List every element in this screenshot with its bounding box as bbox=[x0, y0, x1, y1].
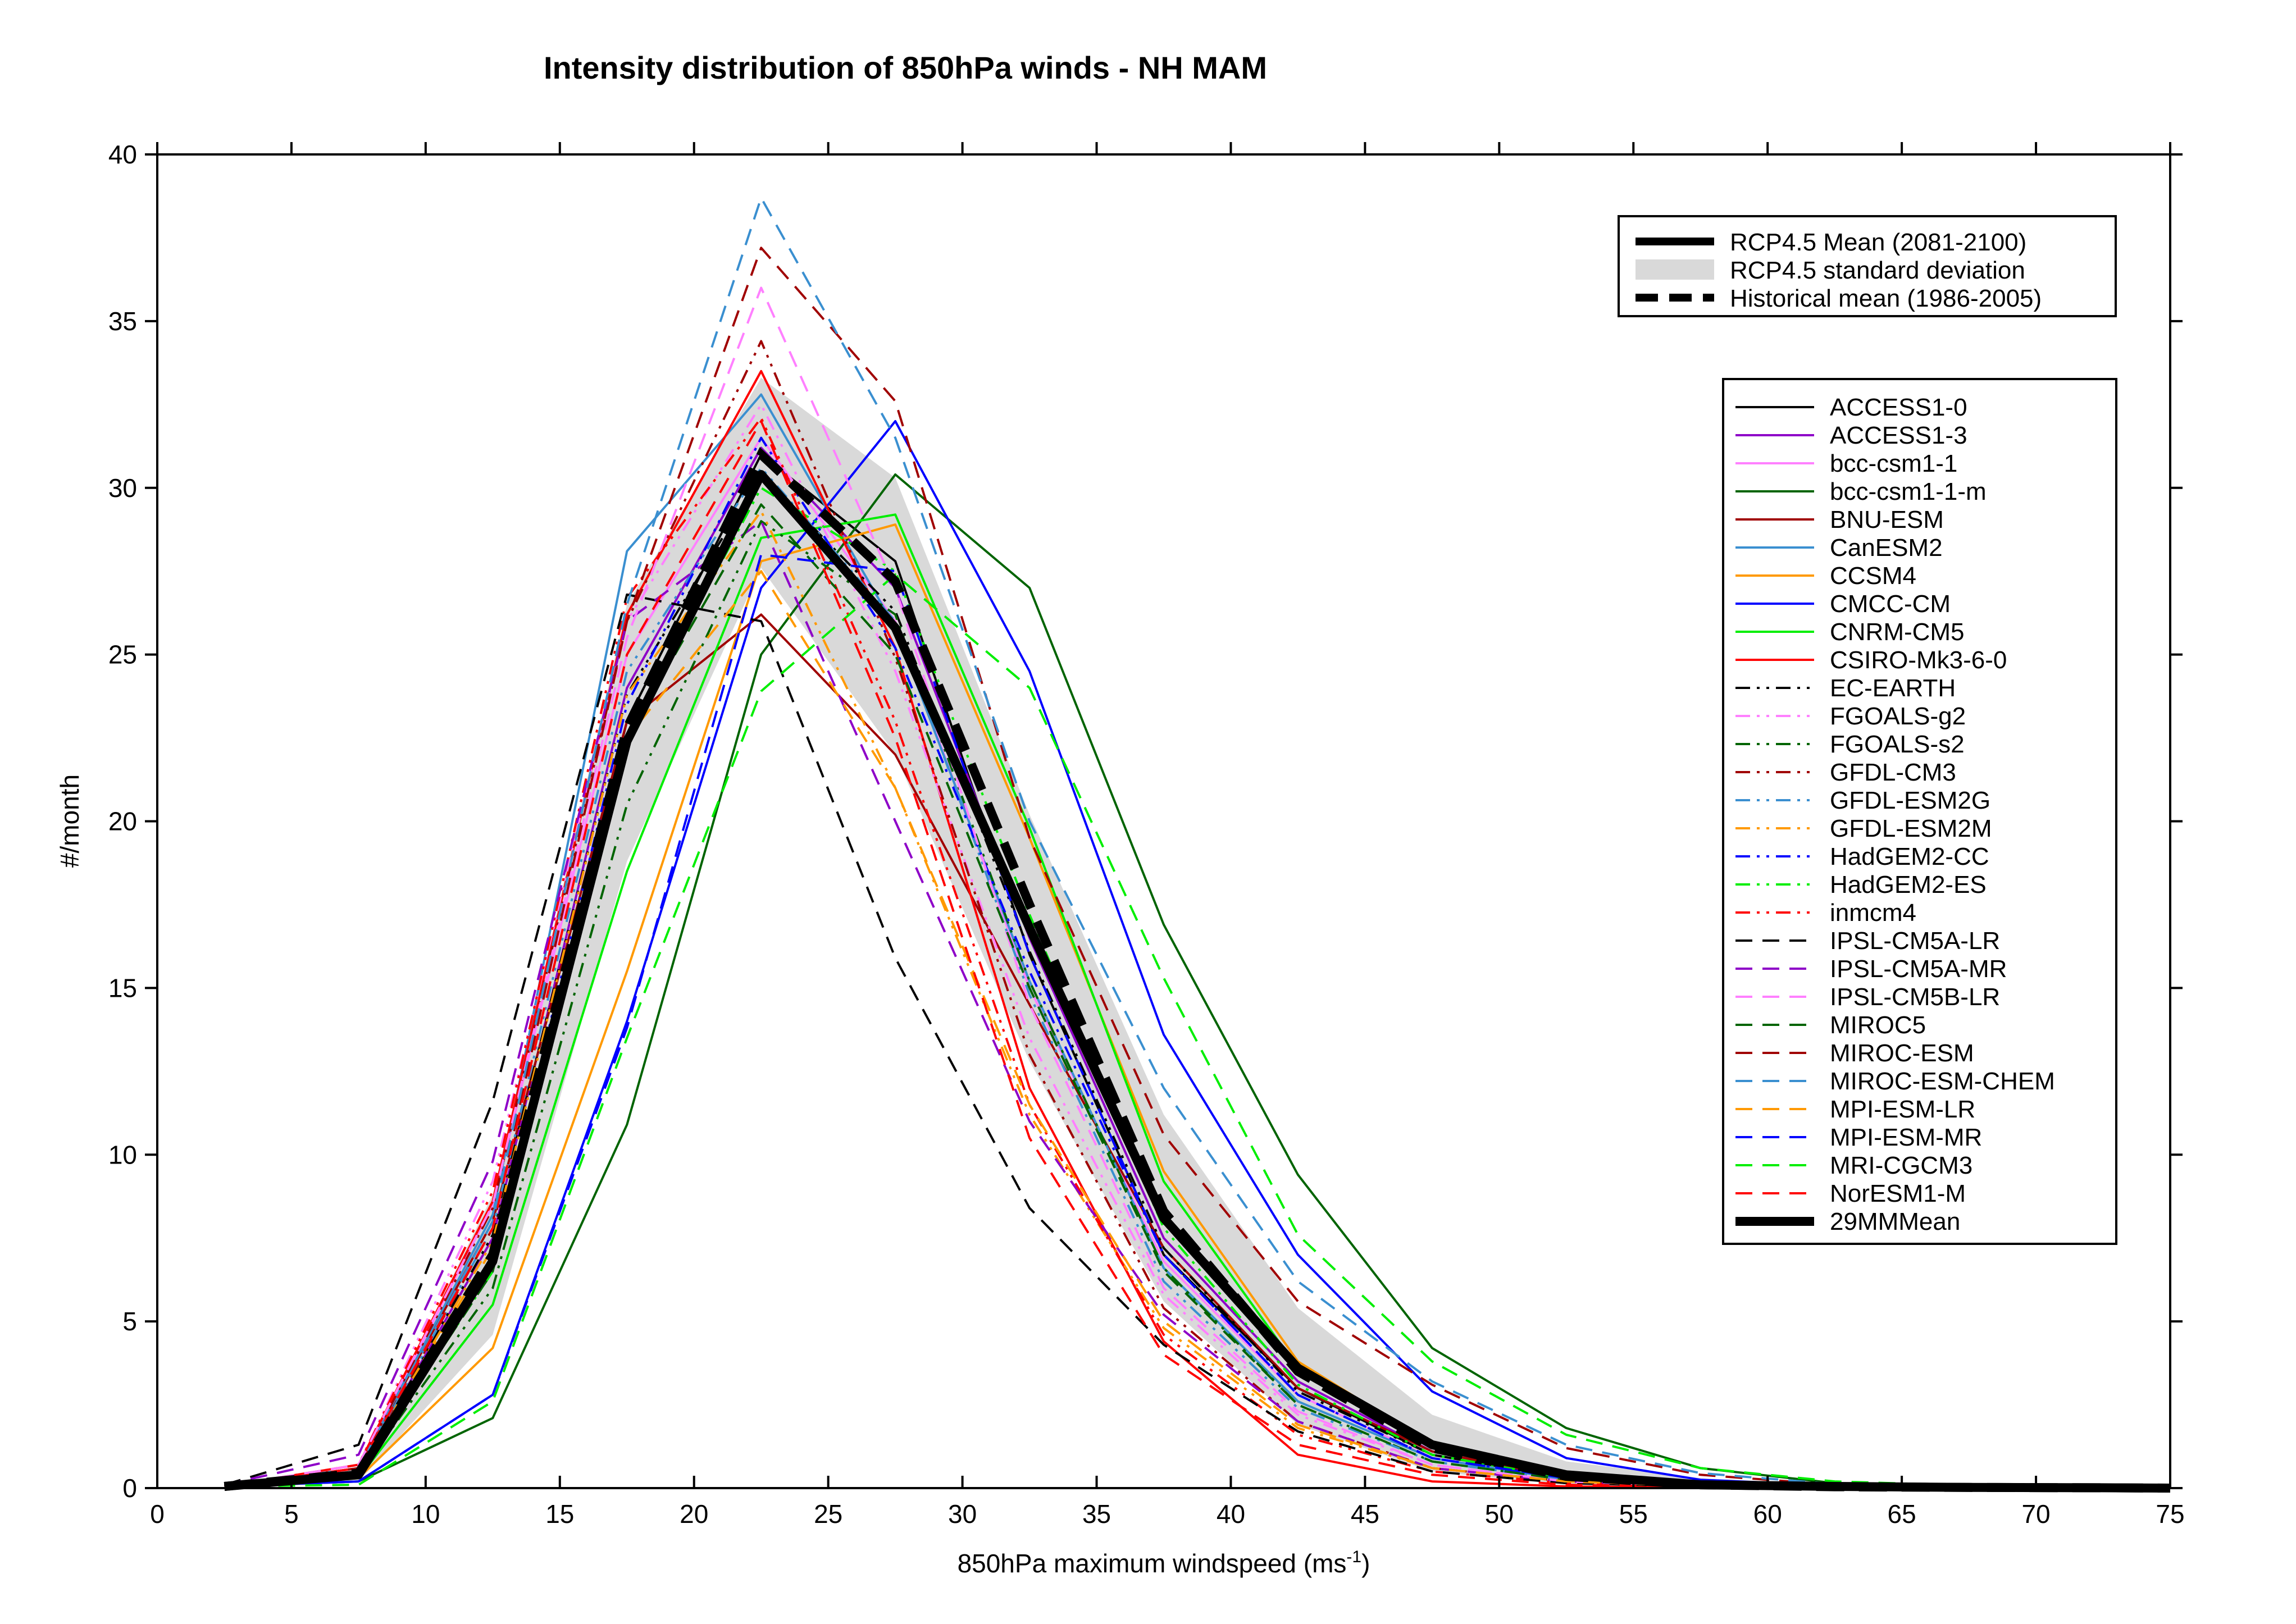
y-tick-label: 25 bbox=[108, 640, 137, 669]
y-axis-label: #/month bbox=[55, 774, 84, 868]
model-legend-label: MIROC5 bbox=[1830, 1011, 1926, 1039]
chart-title: Intensity distribution of 850hPa winds -… bbox=[544, 50, 1267, 85]
model-legend-label: MRI-CGCM3 bbox=[1830, 1152, 1972, 1179]
x-tick-label: 35 bbox=[1082, 1499, 1111, 1529]
y-tick-label: 20 bbox=[108, 807, 137, 836]
model-legend-label: HadGEM2-CC bbox=[1830, 843, 1989, 870]
model-legend-label: IPSL-CM5A-MR bbox=[1830, 955, 2007, 983]
y-tick-label: 40 bbox=[108, 140, 137, 169]
x-tick-label: 45 bbox=[1351, 1499, 1379, 1529]
summary-legend-label: Historical mean (1986-2005) bbox=[1730, 285, 2042, 312]
x-tick-label: 20 bbox=[680, 1499, 708, 1529]
series-line-gfdl-esm2g bbox=[224, 467, 2170, 1489]
x-axis-label-superscript: -1 bbox=[1346, 1548, 1361, 1566]
x-tick-label: 65 bbox=[1888, 1499, 1916, 1529]
y-tick-label: 10 bbox=[108, 1140, 137, 1169]
model-legend-label: BNU-ESM bbox=[1830, 506, 1944, 533]
x-axis-label-main: 850hPa maximum windspeed (ms bbox=[958, 1549, 1347, 1578]
y-tick-label: 15 bbox=[108, 973, 137, 1002]
x-tick-label: 30 bbox=[948, 1499, 977, 1529]
y-tick-label: 30 bbox=[108, 473, 137, 503]
y-tick-label: 5 bbox=[122, 1307, 137, 1336]
model-legend-label: inmcm4 bbox=[1830, 899, 1916, 927]
summary-legend-label: RCP4.5 Mean (2081-2100) bbox=[1730, 229, 2026, 256]
series-line-mri-cgcm3 bbox=[224, 573, 2171, 1489]
x-tick-label: 0 bbox=[150, 1499, 165, 1529]
model-legend-label: EC-EARTH bbox=[1830, 674, 1956, 702]
model-legend-label: NorESM1-M bbox=[1830, 1180, 1966, 1207]
model-legend-label: GFDL-ESM2M bbox=[1830, 815, 1992, 842]
model-legend-label: ACCESS1-0 bbox=[1830, 394, 1967, 421]
y-tick-label: 35 bbox=[108, 307, 137, 336]
summary-legend-swatch bbox=[1636, 259, 1714, 280]
model-legend-label: bcc-csm1-1 bbox=[1830, 450, 1957, 477]
model-legend-label: bcc-csm1-1-m bbox=[1830, 478, 1987, 505]
x-axis-label: 850hPa maximum windspeed (ms-1) bbox=[958, 1548, 1370, 1578]
model-legend-label: CCSM4 bbox=[1830, 562, 1916, 590]
model-legend-label: IPSL-CM5B-LR bbox=[1830, 983, 2000, 1011]
y-tick-label: 0 bbox=[122, 1474, 137, 1503]
x-tick-label: 40 bbox=[1217, 1499, 1245, 1529]
x-tick-label: 75 bbox=[2156, 1499, 2184, 1529]
x-tick-label: 25 bbox=[814, 1499, 842, 1529]
model-legend-label: GFDL-CM3 bbox=[1830, 759, 1956, 786]
model-legend-box bbox=[1722, 378, 2117, 1245]
model-legend-label: MPI-ESM-MR bbox=[1830, 1124, 1982, 1151]
x-tick-label: 5 bbox=[284, 1499, 299, 1529]
model-legend-label: CNRM-CM5 bbox=[1830, 618, 1965, 646]
model-legend-label: MIROC-ESM-CHEM bbox=[1830, 1068, 2055, 1095]
axes: 0 5 10 15 20 25 30 35 40 45 50 55 60 65 70 75 0 5 10 15 20 25… bbox=[108, 140, 2185, 1529]
x-tick-label: 10 bbox=[411, 1499, 440, 1529]
x-tick-label: 70 bbox=[2021, 1499, 2050, 1529]
model-legend-label: ACCESS1-3 bbox=[1830, 422, 1967, 449]
model-legend-label: CMCC-CM bbox=[1830, 590, 1951, 618]
model-legend-label: HadGEM2-ES bbox=[1830, 871, 1987, 898]
model-legend-label: FGOALS-s2 bbox=[1830, 731, 1965, 758]
summary-legend-label: RCP4.5 standard deviation bbox=[1730, 257, 2025, 284]
model-legend-label: CSIRO-Mk3-6-0 bbox=[1830, 646, 2007, 674]
model-legend-label: CanESM2 bbox=[1830, 534, 1943, 562]
x-tick-label: 55 bbox=[1619, 1499, 1648, 1529]
summary-legend: RCP4.5 Mean (2081-2100)RCP4.5 standard d… bbox=[1618, 215, 2117, 317]
model-legend: ACCESS1-0ACCESS1-3bcc-csm1-1bcc-csm1-1-m… bbox=[1722, 378, 2117, 1245]
model-legend-label: GFDL-ESM2G bbox=[1830, 787, 1990, 814]
x-tick-label: 50 bbox=[1485, 1499, 1514, 1529]
model-legend-label: MIROC-ESM bbox=[1830, 1039, 1974, 1067]
model-legend-label: FGOALS-g2 bbox=[1830, 702, 1966, 730]
x-tick-label: 15 bbox=[545, 1499, 574, 1529]
model-legend-label: IPSL-CM5A-LR bbox=[1830, 927, 2000, 955]
model-legend-label: MPI-ESM-LR bbox=[1830, 1096, 1975, 1123]
series-line-fgoals-g2 bbox=[224, 403, 2170, 1489]
x-axis-label-suffix: ) bbox=[1361, 1549, 1370, 1578]
series-line-fgoals-s2 bbox=[224, 520, 2170, 1489]
model-legend-label: 29MMMean bbox=[1830, 1208, 1960, 1235]
x-tick-label: 60 bbox=[1753, 1499, 1782, 1529]
